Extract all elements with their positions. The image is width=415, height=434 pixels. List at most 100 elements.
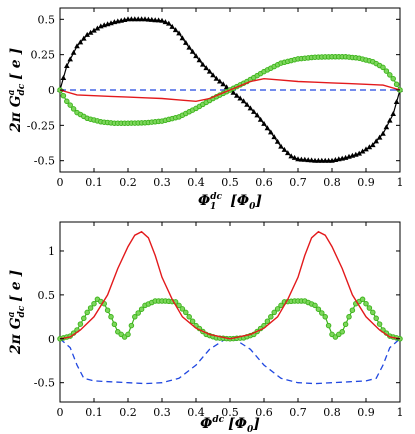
- green-marker: [390, 75, 396, 82]
- green-marker: [189, 318, 196, 324]
- top-x-axis-label: Φdc 1 [Φ0]: [198, 192, 262, 212]
- black-marker: [210, 72, 216, 78]
- top-plot-marks: [57, 16, 403, 163]
- bottom-y-ticks: 1 0.5 0 -0.5: [34, 245, 400, 390]
- black-marker: [288, 153, 294, 159]
- x-tick-label: 0.8: [323, 406, 341, 419]
- black-marker: [172, 27, 179, 33]
- black-marker: [166, 20, 172, 26]
- black-marker: [217, 78, 223, 84]
- green-marker: [108, 314, 114, 320]
- green-marker: [125, 331, 131, 338]
- x-tick-label: 0.4: [187, 406, 205, 419]
- green-marker: [319, 310, 325, 316]
- black-marker: [74, 43, 80, 49]
- green-marker: [366, 305, 373, 311]
- black-marker: [155, 17, 162, 23]
- x-tick-label: 0.9: [357, 176, 375, 189]
- black-marker: [162, 19, 169, 25]
- black-marker: [159, 17, 165, 23]
- green-marker: [64, 98, 70, 105]
- green-marker: [176, 302, 182, 309]
- green-marker: [387, 72, 393, 78]
- black-marker: [94, 25, 101, 31]
- x-tick-label: 0: [57, 406, 64, 419]
- black-marker: [257, 116, 264, 122]
- x-tick-label: 0.4: [187, 176, 205, 189]
- black-marker: [152, 17, 158, 23]
- green-marker: [87, 305, 94, 311]
- black-marker: [64, 63, 70, 68]
- bottom-y-axis-label: 2π Gadc[ e ]: [7, 269, 27, 355]
- y-tick-label: 1: [48, 245, 55, 258]
- top-y-axis-label: 2π Gadc[ e ]: [7, 47, 27, 133]
- black-marker: [203, 65, 209, 71]
- black-marker: [359, 148, 366, 154]
- black-marker: [176, 30, 182, 36]
- x-tick-label: 0.7: [289, 406, 307, 419]
- black-marker: [206, 68, 213, 74]
- black-marker: [169, 23, 175, 29]
- y-tick-label: -0.25: [27, 119, 55, 132]
- y-tick-label: 0.5: [38, 13, 56, 26]
- x-tick-label: 1: [397, 406, 404, 419]
- black-marker: [77, 39, 84, 45]
- green-marker: [111, 321, 118, 328]
- black-marker: [383, 124, 390, 130]
- black-marker: [179, 35, 186, 41]
- bottom-plot-marks: [57, 230, 403, 385]
- series-red-line: [59, 230, 401, 340]
- green-marker: [77, 321, 84, 327]
- green-marker: [81, 315, 87, 322]
- green-marker: [70, 106, 77, 112]
- black-marker: [183, 39, 189, 45]
- bottom-x-ticks: 0 0.1 0.2 0.3 0.4 0.5 0.6 0.7 0.8 0.9 1: [57, 222, 404, 419]
- black-marker: [278, 143, 284, 149]
- black-marker: [271, 134, 277, 140]
- black-marker: [247, 105, 254, 111]
- x-tick-label: 0.1: [85, 406, 103, 419]
- green-marker: [179, 306, 186, 312]
- green-marker: [315, 306, 322, 312]
- x-tick-label: 0.6: [255, 406, 273, 419]
- green-marker: [363, 300, 369, 307]
- black-marker: [295, 156, 301, 162]
- black-marker: [149, 16, 155, 22]
- green-marker: [268, 314, 274, 320]
- black-marker: [261, 120, 267, 126]
- x-tick-label: 0.5: [221, 406, 239, 419]
- x-tick-label: 0.7: [289, 176, 307, 189]
- black-marker: [380, 130, 386, 136]
- green-marker: [376, 321, 383, 327]
- black-marker: [254, 112, 260, 118]
- black-marker: [373, 138, 379, 144]
- green-marker: [67, 102, 73, 108]
- black-marker: [285, 150, 291, 156]
- y-tick-label: -0.5: [34, 377, 55, 390]
- black-marker: [291, 154, 298, 160]
- green-marker: [138, 306, 145, 312]
- green-marker: [346, 314, 352, 320]
- black-marker: [91, 27, 97, 33]
- x-tick-label: 0.3: [153, 406, 171, 419]
- black-marker: [223, 84, 230, 90]
- black-marker: [186, 44, 192, 50]
- black-marker: [393, 99, 400, 104]
- bottom-panel: 1 0.5 0 -0.5 0 0.1 0.2 0.3 0.4 0.5 0.6 0.7 0.8 0.9 1 …: [7, 221, 404, 434]
- bottom-x-axis-label: Φdc [Φ0]: [200, 415, 260, 434]
- green-marker: [359, 296, 366, 303]
- black-marker: [370, 142, 376, 148]
- black-marker: [281, 146, 288, 152]
- black-marker: [213, 75, 220, 81]
- black-marker: [67, 56, 73, 62]
- green-marker: [135, 310, 141, 316]
- black-marker: [87, 29, 94, 35]
- green-marker: [274, 306, 281, 312]
- black-marker: [200, 61, 206, 67]
- x-tick-label: 0.2: [119, 176, 137, 189]
- green-marker: [370, 309, 376, 316]
- green-marker: [264, 318, 271, 324]
- x-tick-label: 1: [397, 176, 404, 189]
- series-blue-dashed: [59, 338, 401, 385]
